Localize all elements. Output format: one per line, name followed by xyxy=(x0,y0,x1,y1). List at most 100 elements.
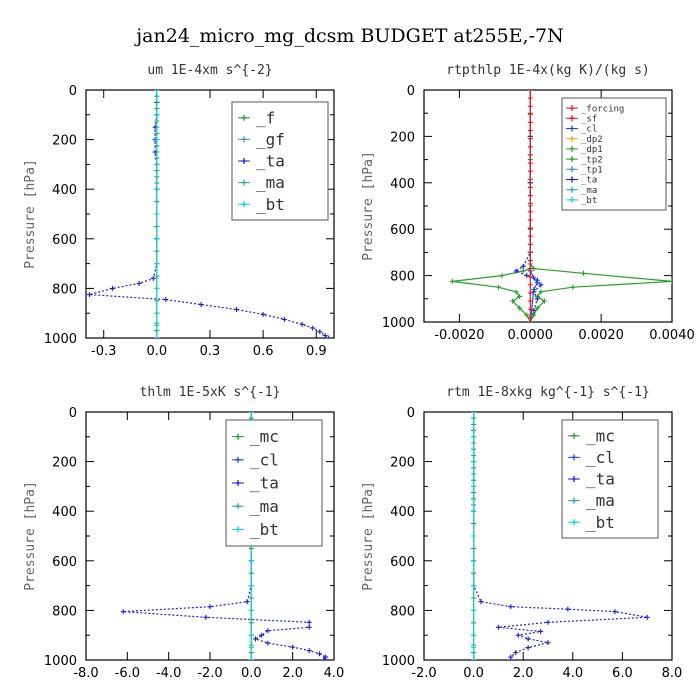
legend-marker xyxy=(569,176,575,183)
x-tick-label: -8.0 xyxy=(73,666,98,681)
data-point xyxy=(281,316,287,322)
data-point xyxy=(644,614,650,620)
data-point xyxy=(154,261,160,267)
y-tick-label: 0 xyxy=(69,406,77,421)
y-tick-label: 0 xyxy=(407,84,415,99)
data-point xyxy=(136,280,142,286)
y-tick-label: 600 xyxy=(390,223,415,238)
legend-label: _ta xyxy=(256,152,285,171)
legend-label: _bt xyxy=(250,520,279,539)
data-point xyxy=(154,90,160,93)
data-point xyxy=(527,225,533,231)
data-point xyxy=(527,241,533,247)
data-point xyxy=(527,168,533,174)
data-point xyxy=(508,604,514,610)
data-point xyxy=(120,609,126,615)
data-point xyxy=(545,619,551,625)
data-point xyxy=(527,266,533,272)
legend-label: _ta xyxy=(250,474,279,493)
data-point xyxy=(538,628,544,634)
data-point xyxy=(527,119,533,125)
data-point xyxy=(326,335,332,338)
legend-marker xyxy=(235,480,241,486)
data-point xyxy=(154,161,160,167)
legend-marker xyxy=(235,433,241,440)
data-point xyxy=(323,654,329,660)
data-point xyxy=(527,274,533,280)
y-tick-label: 200 xyxy=(52,134,77,149)
panel-3: thlm 1E-5xK s^{-1} Pressure [hPa] 0 200 400 6… xyxy=(23,385,344,681)
y-tick-label: 200 xyxy=(52,456,77,471)
legend-marker xyxy=(569,145,575,152)
x-tick-label: 4.0 xyxy=(324,666,345,681)
data-point xyxy=(234,306,240,312)
legend-label: _ma xyxy=(250,497,279,516)
data-point xyxy=(669,278,672,284)
y-tick-label: 800 xyxy=(52,604,77,619)
data-point xyxy=(248,583,254,589)
data-point xyxy=(154,310,160,316)
data-point xyxy=(527,306,533,312)
data-point xyxy=(495,284,501,290)
y-tick-label: 1000 xyxy=(44,332,77,347)
legend-marker xyxy=(241,158,247,164)
data-point xyxy=(449,278,455,284)
legend-marker xyxy=(235,503,241,510)
data-point xyxy=(527,136,533,142)
legend-label: _bt xyxy=(256,195,285,214)
x-tick-label: 2.0 xyxy=(513,666,534,681)
x-tick-label: 4.0 xyxy=(562,666,583,681)
data-point xyxy=(527,258,533,264)
panel-title: thlm 1E-5xK s^{-1} xyxy=(140,385,281,400)
legend-label: _bt xyxy=(581,196,597,206)
y-tick-label: 800 xyxy=(390,270,415,285)
y-axis-label: Pressure [hPa] xyxy=(23,481,38,591)
y-tick-label: 400 xyxy=(390,505,415,520)
y-tick-label: 800 xyxy=(52,282,77,297)
y-tick-label: 600 xyxy=(52,233,77,248)
data-point xyxy=(471,657,477,660)
data-point xyxy=(510,298,516,304)
y-tick-label: 400 xyxy=(52,505,77,520)
data-point xyxy=(531,287,537,293)
legend-marker xyxy=(571,432,577,439)
series-group xyxy=(471,412,650,660)
data-point xyxy=(306,648,312,654)
data-point xyxy=(306,624,312,630)
data-point xyxy=(471,483,477,489)
y-tick-label: 400 xyxy=(52,183,77,198)
x-tick-label: -0.3 xyxy=(91,344,116,359)
data-point xyxy=(306,619,312,625)
data-point xyxy=(527,314,533,320)
x-tick-label: -2.0 xyxy=(197,666,222,681)
figure-title: jan24_micro_mg_dcsm BUDGET at255E,-7N xyxy=(134,25,563,47)
data-point xyxy=(527,95,533,101)
y-tick-label: 400 xyxy=(390,177,415,192)
data-point xyxy=(154,137,160,143)
data-point xyxy=(471,583,477,589)
data-point xyxy=(471,434,477,440)
legend-label: _tp2 xyxy=(581,155,603,165)
legend-marker xyxy=(241,136,247,143)
data-point xyxy=(517,293,523,299)
data-point xyxy=(154,285,160,291)
data-point xyxy=(248,412,254,415)
data-point xyxy=(248,558,254,564)
legend-box xyxy=(561,97,667,211)
data-point xyxy=(534,305,540,311)
panel-1: um 1E-4xm s^{-2} Pressure [hPa] 0 200 400 600… xyxy=(23,63,335,359)
data-point xyxy=(248,632,254,638)
series-line-dp1 xyxy=(452,90,531,322)
data-point xyxy=(198,302,204,308)
legend-marker xyxy=(569,196,575,203)
data-point xyxy=(154,211,160,217)
data-point xyxy=(310,325,316,331)
data-point xyxy=(317,329,323,335)
legend-marker xyxy=(235,526,241,533)
data-point xyxy=(290,644,296,650)
y-tick-label: 1000 xyxy=(44,654,77,669)
legend-label: _f xyxy=(256,108,275,127)
data-point xyxy=(545,640,551,646)
legend-marker xyxy=(569,125,575,132)
